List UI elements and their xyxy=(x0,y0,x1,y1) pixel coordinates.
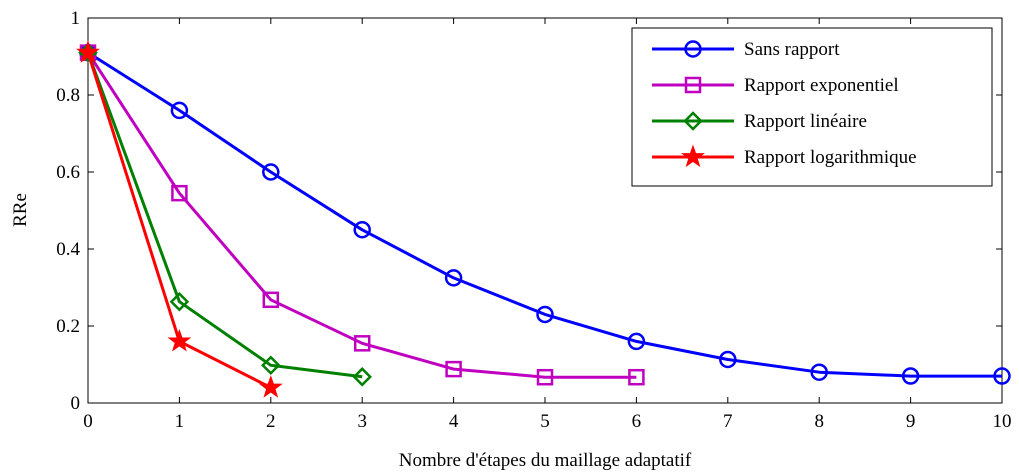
y-axis: 0 0.2 0.4 0.6 0.8 1 xyxy=(56,8,1002,414)
data-point xyxy=(993,367,1011,385)
series-3 xyxy=(76,40,283,398)
data-point xyxy=(258,375,283,398)
data-point xyxy=(628,368,645,386)
x-tick-label: 7 xyxy=(723,411,733,432)
legend-label: Sans rapport xyxy=(744,39,840,60)
x-tick-label: 6 xyxy=(632,411,642,432)
data-point xyxy=(262,291,280,309)
data-point xyxy=(444,269,463,287)
data-point xyxy=(810,363,828,381)
data-point xyxy=(353,335,371,352)
data-point xyxy=(445,360,462,378)
data-point xyxy=(536,368,554,386)
legend-entry: Rapport exponentiel xyxy=(652,75,899,96)
legend-marker xyxy=(684,40,702,58)
legend-label: Rapport linéaire xyxy=(744,111,867,132)
legend-entry: Rapport logarithmique xyxy=(652,144,917,168)
y-tick-label: 1 xyxy=(71,8,81,29)
series-0 xyxy=(79,43,1011,385)
data-point xyxy=(627,332,646,351)
series-layer xyxy=(76,40,1011,398)
y-axis-title: RRe xyxy=(10,193,31,227)
data-point xyxy=(167,328,192,352)
x-tick-label: 0 xyxy=(83,411,93,432)
y-tick-label: 0.2 xyxy=(56,316,80,337)
legend-entry: Sans rapport xyxy=(652,39,840,60)
x-tick-label: 10 xyxy=(993,411,1012,432)
x-tick-label: 9 xyxy=(906,411,916,432)
data-point xyxy=(353,221,371,239)
series-line xyxy=(87,51,1002,378)
x-axis-title: Nombre d'étapes du maillage adaptatif xyxy=(399,450,692,471)
data-point xyxy=(76,40,100,63)
data-point xyxy=(352,367,372,387)
legend-label: Rapport logarithmique xyxy=(744,147,917,168)
data-point xyxy=(719,350,737,369)
legend-marker xyxy=(684,76,702,94)
x-tick-label: 5 xyxy=(540,411,550,432)
legend: Sans rapport Rapport exponentiel Rapport l… xyxy=(631,27,993,187)
x-tick-label: 8 xyxy=(814,411,824,432)
data-point xyxy=(901,367,920,385)
series-line xyxy=(86,52,363,379)
data-point xyxy=(169,291,190,312)
data-point xyxy=(171,184,188,202)
legend-label: Rapport exponentiel xyxy=(744,75,899,96)
series-line xyxy=(86,51,637,379)
data-point xyxy=(536,305,554,324)
x-tick-label: 1 xyxy=(175,411,185,432)
x-axis: 0 1 2 3 4 5 6 7 8 9 10 xyxy=(83,18,1012,432)
x-tick-label: 2 xyxy=(266,411,276,432)
y-tick-label: 0.4 xyxy=(56,239,80,260)
data-point xyxy=(170,101,189,120)
legend-marker xyxy=(683,111,703,131)
data-point xyxy=(262,163,280,181)
data-point xyxy=(261,355,281,376)
y-tick-label: 0.8 xyxy=(56,85,80,106)
legend-entry: Rapport linéaire xyxy=(652,111,867,132)
x-tick-label: 3 xyxy=(357,411,367,432)
y-tick-label: 0.6 xyxy=(56,162,80,183)
legend-marker xyxy=(681,144,705,168)
y-tick-label: 0 xyxy=(71,393,81,414)
x-tick-label: 4 xyxy=(449,411,459,432)
